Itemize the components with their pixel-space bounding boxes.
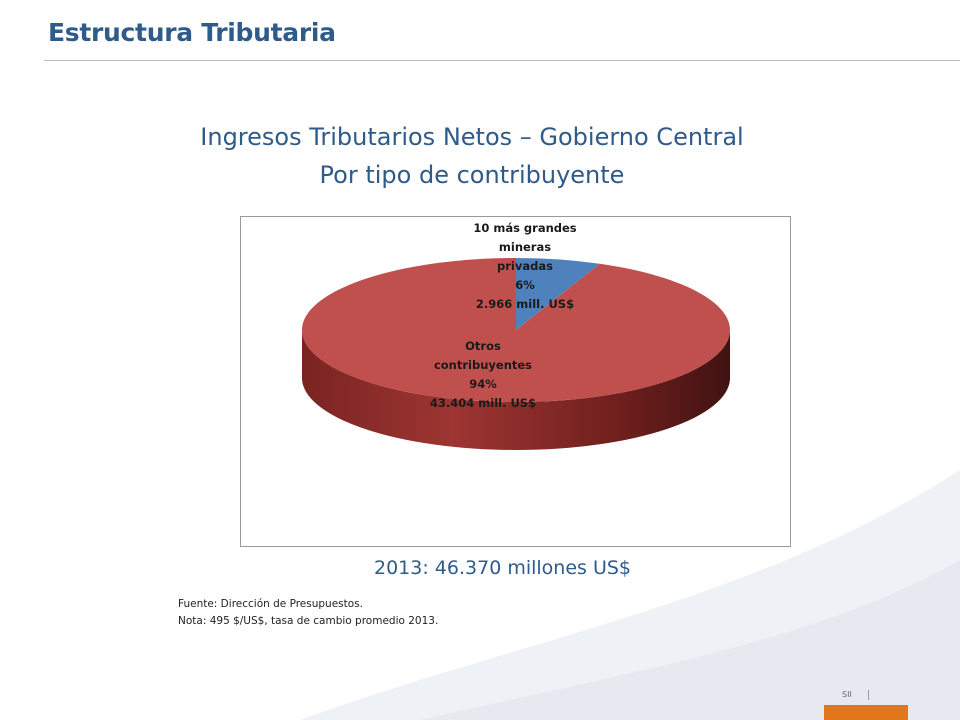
footer-accent-bar xyxy=(824,705,908,720)
exchange-rate-note: Nota: 495 $/US$, tasa de cambio promedio… xyxy=(178,615,439,627)
slice-label-otros-line-1: Otros xyxy=(465,339,501,353)
slice-label-mineras: 10 más grandes mineras privadas 6% 2.966… xyxy=(469,219,581,314)
source-note: Fuente: Dirección de Presupuestos. xyxy=(178,598,363,610)
slice-label-otros-line-2: contribuyentes xyxy=(433,358,533,372)
header-divider xyxy=(44,60,960,61)
chart-title-line-2: Por tipo de contribuyente xyxy=(319,161,625,189)
pie-side-wall xyxy=(302,330,730,450)
slice-label-mineras-line-1: 10 más grandes xyxy=(473,221,577,235)
pie-chart xyxy=(302,258,731,450)
slice-label-mineras-percent: 6% xyxy=(515,278,535,292)
slice-label-otros-percent: 94% xyxy=(469,377,497,391)
chart-title-line-1: Ingresos Tributarios Netos – Gobierno Ce… xyxy=(200,123,744,151)
slice-label-mineras-amount: 2.966 mill. US$ xyxy=(475,297,575,311)
total-caption: 2013: 46.370 millones US$ xyxy=(374,557,632,579)
footer-sii-tag: SII xyxy=(842,690,852,699)
pie-slice-mineras xyxy=(516,258,600,330)
slice-label-otros: Otros contribuyentes 94% 43.404 mill. US… xyxy=(421,337,545,413)
pie-slice-otros xyxy=(302,258,731,402)
page-title: Estructura Tributaria xyxy=(48,18,336,47)
slice-label-otros-amount: 43.404 mill. US$ xyxy=(429,396,537,410)
footer-separator xyxy=(868,690,869,700)
slice-label-mineras-line-3: privadas xyxy=(497,259,553,273)
slice-label-mineras-line-2: mineras xyxy=(498,240,552,254)
pie-chart-frame: 10 más grandes mineras privadas 6% 2.966… xyxy=(240,216,791,547)
